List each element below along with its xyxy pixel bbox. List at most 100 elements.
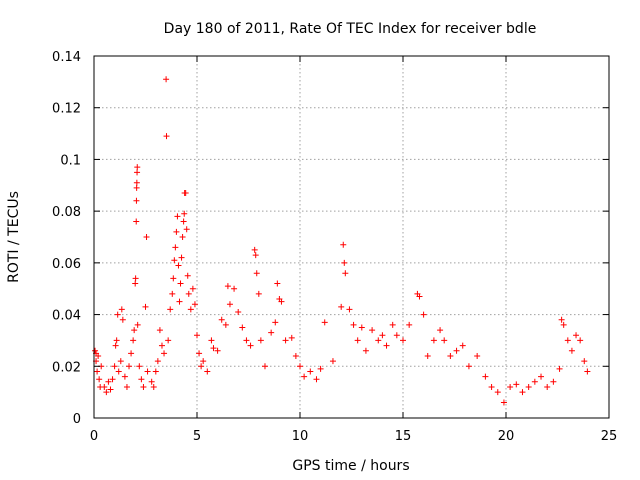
data-point — [239, 324, 246, 331]
data-point — [350, 321, 357, 328]
data-point — [200, 358, 207, 365]
data-point — [482, 373, 489, 380]
data-point — [297, 363, 303, 370]
data-point — [400, 337, 406, 344]
data-point — [187, 306, 194, 313]
data-point — [138, 376, 145, 383]
data-point — [133, 218, 140, 225]
data-point — [114, 311, 121, 318]
y-axis-label: ROTI / TECUs — [6, 191, 22, 283]
data-point — [261, 363, 268, 370]
data-point — [163, 133, 170, 140]
data-point — [194, 332, 200, 339]
data-point — [184, 272, 191, 279]
data-point — [131, 327, 138, 334]
data-point — [272, 319, 279, 326]
data-point — [488, 383, 495, 390]
data-point — [235, 308, 242, 315]
data-point — [185, 290, 192, 297]
data-point — [313, 376, 320, 383]
data-point — [507, 383, 514, 390]
data-point — [500, 399, 507, 406]
y-tick-label: 0.04 — [52, 309, 81, 324]
data-point — [393, 332, 400, 339]
data-points — [92, 76, 591, 406]
data-point — [113, 337, 120, 344]
data-point — [243, 337, 250, 344]
x-tick-label: 5 — [193, 429, 201, 444]
data-point — [226, 301, 233, 308]
data-point — [130, 337, 137, 344]
grid-lines — [94, 56, 609, 418]
data-point — [176, 298, 183, 305]
data-point — [556, 365, 563, 372]
data-point — [519, 389, 526, 396]
data-point — [340, 241, 347, 248]
data-point — [154, 358, 161, 365]
data-point — [222, 321, 229, 328]
data-point — [379, 332, 386, 339]
x-tick-label: 25 — [601, 429, 618, 444]
data-point — [163, 76, 170, 83]
data-point — [170, 275, 177, 282]
y-tick-label: 0.1 — [60, 153, 81, 168]
y-tick-label: 0 — [73, 412, 81, 427]
data-point — [338, 303, 345, 310]
data-point — [531, 378, 538, 385]
data-point — [341, 259, 348, 266]
data-point — [406, 321, 413, 328]
data-point — [560, 321, 567, 328]
data-point — [550, 378, 557, 385]
data-point — [183, 226, 190, 233]
data-point — [121, 373, 128, 380]
plot-frame — [93, 55, 610, 419]
data-point — [103, 389, 110, 396]
data-point — [581, 358, 588, 365]
data-point — [105, 378, 112, 385]
data-point — [142, 303, 149, 310]
data-point — [420, 311, 427, 318]
data-point — [169, 290, 176, 297]
data-point — [268, 329, 275, 336]
data-point — [167, 306, 174, 313]
chart-title: Day 180 of 2011, Rate Of TEC Index for r… — [164, 21, 537, 37]
data-point — [255, 290, 262, 297]
data-point — [126, 363, 133, 370]
data-point — [177, 280, 184, 287]
data-point — [288, 334, 295, 341]
data-point — [132, 275, 139, 282]
data-point — [132, 280, 139, 287]
data-point — [584, 368, 591, 375]
data-point — [513, 381, 520, 388]
x-tick-label: 20 — [498, 429, 515, 444]
data-point — [278, 298, 285, 305]
data-point — [317, 365, 324, 372]
data-point — [204, 368, 211, 375]
data-point — [173, 228, 180, 235]
data-point — [175, 262, 182, 269]
data-point — [134, 164, 141, 171]
data-point — [577, 337, 584, 344]
x-tick-label: 10 — [292, 429, 309, 444]
data-point — [136, 363, 143, 370]
data-point — [133, 197, 140, 204]
data-point — [389, 321, 396, 328]
data-point — [441, 337, 448, 344]
data-point — [148, 378, 155, 385]
data-point — [208, 337, 215, 344]
data-point — [180, 218, 187, 225]
data-point — [134, 169, 141, 176]
data-point — [156, 327, 163, 334]
data-point — [179, 234, 186, 240]
data-point — [544, 383, 551, 390]
data-point — [362, 347, 369, 354]
data-point — [465, 363, 472, 370]
data-point — [112, 342, 119, 349]
data-point — [182, 190, 189, 197]
data-point — [564, 337, 571, 344]
data-point — [292, 352, 299, 359]
data-point — [494, 389, 501, 396]
data-point — [430, 337, 437, 344]
data-point — [107, 386, 114, 393]
data-point — [152, 368, 159, 375]
